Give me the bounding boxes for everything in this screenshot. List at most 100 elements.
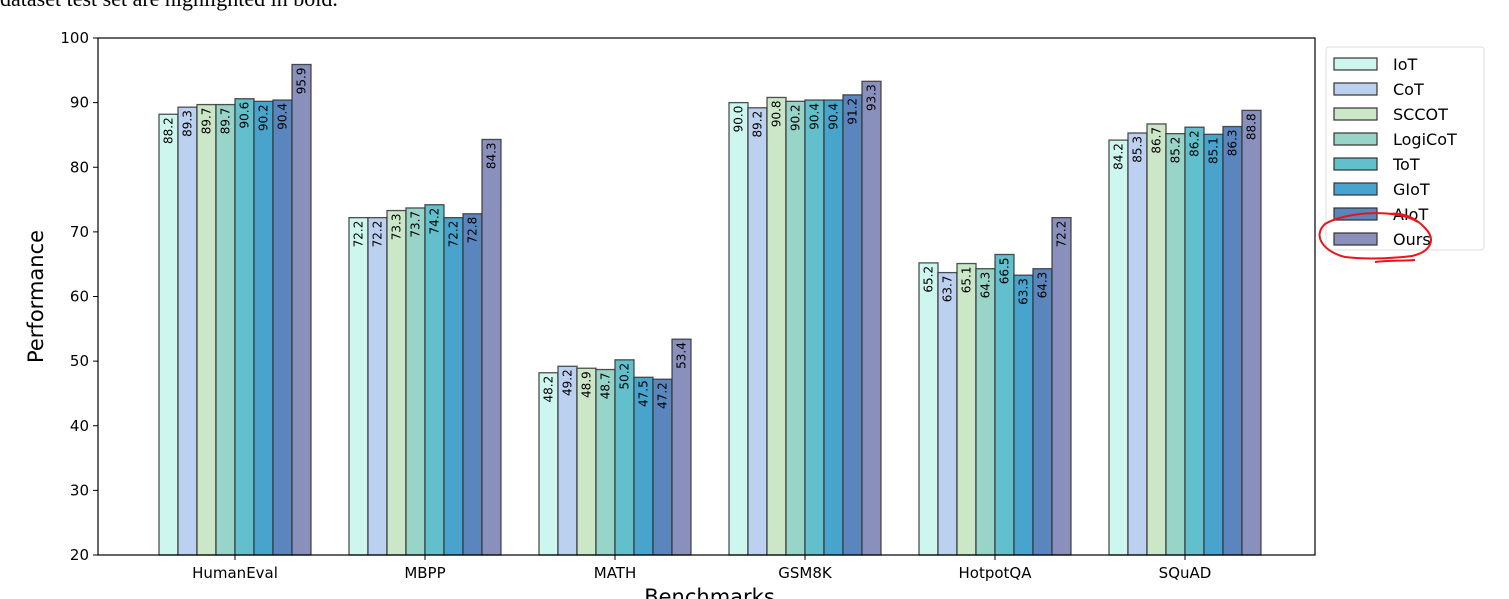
y-tick-label: 100 — [60, 29, 89, 47]
legend-swatch-tot — [1333, 157, 1378, 171]
data-label: 85.3 — [1131, 136, 1145, 163]
bar-aiot-gsm8k — [842, 94, 863, 556]
bar-logicot-mbpp — [405, 207, 426, 556]
bar-tot-squad — [1184, 126, 1205, 556]
data-label: 85.2 — [1169, 137, 1183, 164]
legend-label-aiot: AIoT — [1393, 205, 1428, 224]
bar-ours-mbpp — [481, 138, 502, 556]
y-tick-label: 60 — [70, 288, 89, 306]
data-label: 84.3 — [485, 142, 499, 169]
data-label: 86.3 — [1226, 130, 1240, 157]
data-label: 86.2 — [1188, 130, 1202, 157]
data-label: 48.9 — [580, 371, 594, 398]
data-label: 89.3 — [181, 110, 195, 137]
y-tick-label: 20 — [70, 546, 89, 564]
bar-sccot-gsm8k — [766, 96, 787, 556]
data-label: 64.3 — [1036, 272, 1050, 299]
bar-tot-humaneval — [234, 98, 255, 556]
bar-aiot-squad — [1222, 125, 1243, 556]
legend-box — [1325, 46, 1485, 251]
data-label: 72.2 — [371, 221, 385, 248]
bar-cot-humaneval — [177, 106, 198, 556]
data-label: 74.2 — [428, 208, 442, 235]
y-tick-label: 90 — [70, 94, 89, 112]
legend-swatch-sccot — [1333, 107, 1378, 121]
y-tick-label: 50 — [70, 352, 89, 370]
data-label: 64.3 — [979, 272, 993, 299]
data-label: 89.7 — [200, 108, 214, 135]
data-label: 90.4 — [276, 103, 290, 130]
caption-text: dataset test set are highlighted in bold… — [0, 0, 338, 12]
bar-sccot-hotpotqa — [956, 262, 977, 556]
data-label: 49.2 — [561, 369, 575, 396]
bar-iot-hotpotqa — [918, 262, 939, 556]
bar-ours-humaneval — [291, 63, 312, 556]
data-label: 86.7 — [1150, 127, 1164, 154]
bar-cot-gsm8k — [747, 107, 768, 556]
y-tick-label: 30 — [70, 481, 89, 499]
bar-logicot-hotpotqa — [975, 268, 996, 556]
legend-label-sccot: SCCOT — [1393, 105, 1448, 124]
y-axis-label: Performance — [24, 230, 48, 363]
legend-swatch-cot — [1333, 82, 1378, 96]
data-label: 63.7 — [941, 276, 955, 303]
x-tick-label: MBPP — [404, 564, 445, 582]
data-label: 48.2 — [542, 376, 556, 403]
x-tick-label: HotpotQA — [959, 564, 1033, 582]
x-tick-label: MATH — [594, 564, 636, 582]
data-label: 73.3 — [390, 214, 404, 241]
bar-iot-gsm8k — [728, 101, 749, 556]
legend-label-giot: GIoT — [1393, 180, 1430, 199]
data-label: 47.5 — [637, 380, 651, 407]
legend-label-logicot: LogiCoT — [1393, 130, 1457, 149]
data-label: 73.7 — [409, 211, 423, 238]
data-label: 72.2 — [1055, 221, 1069, 248]
data-label: 65.2 — [922, 266, 936, 293]
x-axis-label: Benchmarks — [644, 585, 775, 599]
y-tick-label: 80 — [70, 158, 89, 176]
bar-giot-hotpotqa — [1013, 274, 1034, 556]
bar-tot-mbpp — [424, 204, 445, 556]
data-label: 72.2 — [352, 221, 366, 248]
bar-sccot-squad — [1146, 123, 1167, 556]
legend-label-iot: IoT — [1393, 55, 1418, 74]
bar-iot-mbpp — [348, 217, 369, 556]
data-label: 65.1 — [960, 267, 974, 294]
legend-swatch-iot — [1333, 57, 1378, 71]
bar-giot-mbpp — [443, 217, 464, 556]
data-label: 93.3 — [865, 84, 879, 111]
legend-swatch-logicot — [1333, 132, 1378, 146]
bar-sccot-mbpp — [386, 209, 407, 556]
bar-tot-gsm8k — [804, 99, 825, 556]
data-label: 47.2 — [656, 382, 670, 409]
data-label: 63.3 — [1017, 278, 1031, 305]
y-tick-label: 70 — [70, 223, 89, 241]
bar-tot-hotpotqa — [994, 253, 1015, 556]
data-label: 88.8 — [1245, 113, 1259, 140]
data-label: 72.2 — [447, 221, 461, 248]
bar-aiot-mbpp — [462, 213, 483, 556]
bar-aiot-humaneval — [272, 99, 293, 556]
data-label: 95.9 — [295, 67, 309, 94]
bar-sccot-humaneval — [196, 103, 217, 556]
data-label: 90.4 — [827, 103, 841, 130]
data-label: 90.0 — [732, 106, 746, 133]
legend-label-ours: Ours — [1393, 230, 1431, 249]
data-label: 48.7 — [599, 373, 613, 400]
bar-giot-gsm8k — [823, 99, 844, 556]
data-label: 88.2 — [162, 117, 176, 144]
data-label: 90.4 — [808, 103, 822, 130]
bar-ours-gsm8k — [861, 80, 882, 556]
bar-cot-mbpp — [367, 217, 388, 556]
data-label: 72.8 — [466, 217, 480, 244]
legend-label-cot: CoT — [1393, 80, 1424, 99]
data-label: 50.2 — [618, 363, 632, 390]
data-label: 91.2 — [846, 98, 860, 125]
bar-ours-squad — [1241, 109, 1262, 556]
data-label: 89.7 — [219, 108, 233, 135]
bar-aiot-hotpotqa — [1032, 268, 1053, 556]
legend-swatch-giot — [1333, 182, 1378, 196]
data-label: 89.2 — [751, 111, 765, 138]
data-label: 90.8 — [770, 100, 784, 127]
